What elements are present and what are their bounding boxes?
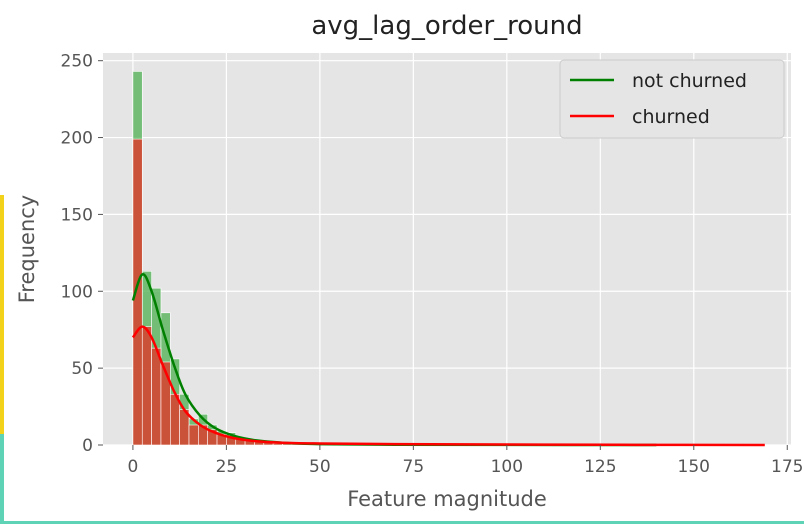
y-tick-label-100: 100: [61, 282, 93, 302]
x-tick-label-175: 175: [771, 457, 803, 477]
chart-title: avg_lag_order_round: [311, 11, 582, 41]
x-tick-label-25: 25: [216, 457, 238, 477]
bar-churned-6: [188, 424, 199, 446]
kde-line-churned: [131, 325, 765, 447]
bar-churned-1: [141, 326, 152, 446]
bar-churned-0: [132, 138, 143, 446]
x-tick-label-100: 100: [491, 457, 523, 477]
legend-box: [559, 59, 785, 139]
x-axis-label: Feature magnitude: [347, 487, 547, 511]
y-tick-label-0: 0: [82, 436, 93, 456]
x-tick-label-50: 50: [309, 457, 331, 477]
legend: not churned churned: [559, 59, 785, 139]
y-tick-labels: 0 50 100 150 200 250: [61, 52, 103, 456]
x-tick-label-75: 75: [403, 457, 425, 477]
y-tick-label-200: 200: [61, 129, 93, 149]
kde-curves: [131, 273, 765, 447]
x-tick-label-125: 125: [584, 457, 616, 477]
frame-accent-bottom: [0, 434, 804, 524]
y-tick-label-50: 50: [71, 359, 93, 379]
frame-accent-left: [0, 195, 4, 435]
x-tick-label-0: 0: [127, 457, 138, 477]
y-axis-label: Frequency: [15, 195, 39, 304]
y-tick-label-250: 250: [61, 52, 93, 72]
x-tick-label-150: 150: [678, 457, 710, 477]
bar-churned-2: [151, 347, 162, 446]
legend-label-churned: churned: [632, 106, 710, 128]
legend-label-not-churned: not churned: [632, 70, 747, 92]
y-tick-label-150: 150: [61, 205, 93, 225]
x-tick-labels: 0 25 50 75 100 125 150 175: [127, 445, 803, 477]
histogram-bars: [132, 71, 339, 446]
